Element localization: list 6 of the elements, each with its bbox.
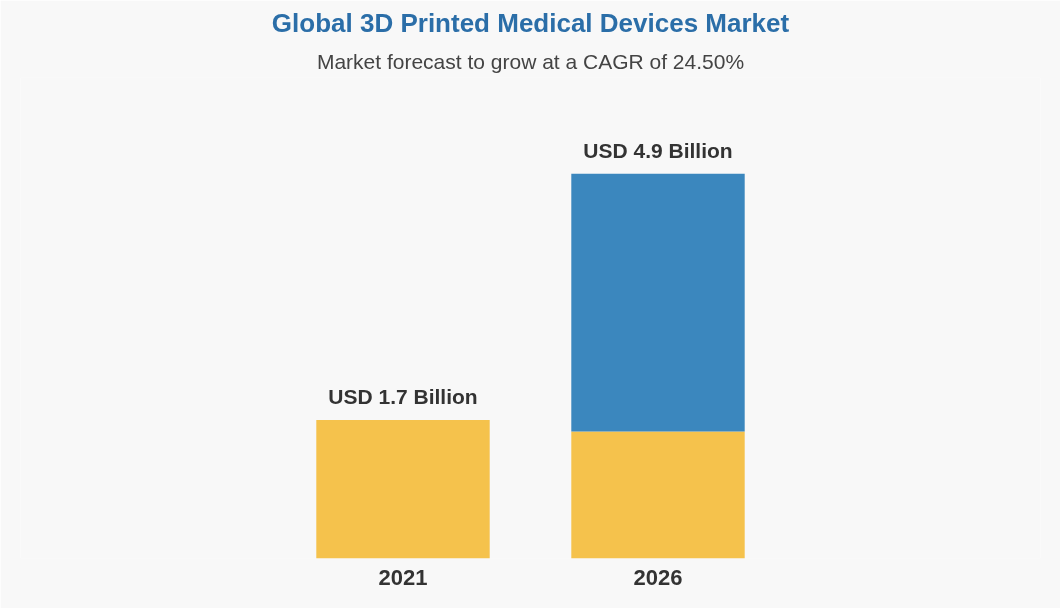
x-tick-label: 2026 (633, 564, 683, 590)
total-label: USD 1.7 Billion (328, 384, 478, 408)
total-label: USD 4.9 Billion (583, 138, 733, 162)
x-tick-label: 2021 (378, 564, 428, 590)
chart-title: Global 3D Printed Medical Devices Market (271, 7, 790, 38)
chart-subtitle: Market forecast to grow at a CAGR of 24.50% (316, 49, 745, 73)
